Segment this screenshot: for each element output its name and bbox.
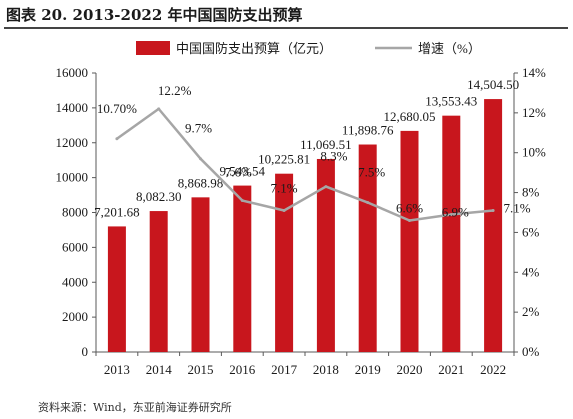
line-point bbox=[199, 157, 202, 161]
left-axis-tick-label: 0 bbox=[82, 344, 89, 359]
line-point bbox=[115, 137, 119, 141]
right-axis-tick-label: 12% bbox=[522, 105, 546, 120]
growth-rate-line bbox=[116, 107, 494, 222]
line-value-label: 6.9% bbox=[442, 204, 469, 219]
line-value-label: 7.1% bbox=[504, 201, 531, 216]
defense-budget-chart: 0 2000 4000 6000 8000 10000 12000 14000 16000 0% 2… bbox=[56, 41, 546, 377]
x-axis-tick-label: 2020 bbox=[397, 362, 423, 377]
line-value-label: 7.6% bbox=[225, 165, 252, 180]
figure-title: 图表 20. 2013-2022 年中国国防支出预算 bbox=[6, 6, 303, 24]
legend-swatch-bar bbox=[136, 41, 170, 55]
left-axis-tick-label: 8000 bbox=[62, 205, 88, 220]
right-axis-tick-label: 0% bbox=[522, 344, 540, 359]
bar-data-labels: 7,201.688,082.308,868.989,543.5410,225.8… bbox=[94, 77, 519, 219]
line-value-label: 9.7% bbox=[185, 121, 212, 136]
x-axis-tick-label: 2016 bbox=[229, 362, 256, 377]
line-value-label: 7.1% bbox=[271, 181, 298, 196]
line-series bbox=[115, 107, 495, 222]
bar-value-label: 7,201.68 bbox=[94, 204, 140, 219]
x-axis-tick-label: 2013 bbox=[104, 362, 130, 377]
bar-value-label: 8,082.30 bbox=[136, 189, 182, 204]
bar bbox=[316, 158, 335, 352]
left-axis-tick-label: 16000 bbox=[56, 65, 89, 80]
bar bbox=[191, 197, 210, 352]
x-axis-tick-label: 2021 bbox=[438, 362, 464, 377]
right-axis-tick-label: 2% bbox=[522, 304, 540, 319]
x-axis-tick-label: 2019 bbox=[355, 362, 381, 377]
bar-value-label: 13,553.43 bbox=[425, 94, 477, 109]
chart-legend: 中国国防支出预算（亿元） 增速（%） bbox=[136, 41, 481, 56]
line-point bbox=[366, 201, 370, 205]
legend-label-line: 增速（%） bbox=[418, 41, 481, 56]
line-point bbox=[449, 212, 453, 216]
left-axis-tick-label: 12000 bbox=[56, 135, 89, 150]
bar bbox=[358, 144, 377, 352]
bar bbox=[107, 226, 126, 352]
left-axis-tick-label: 6000 bbox=[62, 239, 88, 254]
line-value-label: 8.3% bbox=[320, 149, 347, 164]
left-axis-tick-label: 10000 bbox=[56, 170, 89, 185]
line-value-label: 6.6% bbox=[396, 200, 423, 215]
bar-series bbox=[107, 99, 503, 352]
bar-value-label: 10,225.81 bbox=[258, 152, 310, 167]
bar-value-label: 11,898.76 bbox=[342, 123, 394, 138]
line-data-labels: 10.70% 12.2% 9.7% 7.6% 7.1% 8.3% 7.5% 6.6% 6.9% 7… bbox=[97, 83, 531, 220]
line-value-label: 7.5% bbox=[358, 165, 385, 180]
left-axis-tick-label: 2000 bbox=[62, 309, 88, 324]
bar bbox=[149, 211, 168, 352]
right-axis-tick-label: 4% bbox=[522, 264, 540, 279]
line-value-label: 10.70% bbox=[97, 101, 137, 116]
line-point bbox=[282, 209, 286, 213]
bar-value-label: 14,504.50 bbox=[467, 77, 519, 92]
x-axis-tick-label: 2015 bbox=[188, 362, 214, 377]
x-axis-tick-label: 2017 bbox=[271, 362, 298, 377]
bar bbox=[233, 185, 252, 352]
line-point bbox=[157, 107, 161, 111]
left-axis-tick-label: 14000 bbox=[56, 100, 89, 115]
line-value-label: 12.2% bbox=[158, 83, 192, 98]
bar-value-label: 12,680.05 bbox=[384, 109, 436, 124]
right-axis-tick-label: 14% bbox=[522, 65, 546, 80]
bar bbox=[400, 130, 419, 352]
x-axis-tick-label: 2014 bbox=[146, 362, 173, 377]
right-axis-tick-label: 10% bbox=[522, 145, 546, 160]
line-point bbox=[491, 209, 495, 213]
source-note: 资料来源：Wind，东亚前海证券研究所 bbox=[38, 401, 232, 414]
right-axis-tick-label: 8% bbox=[522, 185, 540, 200]
legend-label-bar: 中国国防支出预算（亿元） bbox=[176, 41, 332, 56]
line-point bbox=[324, 185, 328, 189]
line-point bbox=[240, 199, 244, 203]
bar bbox=[484, 99, 503, 352]
bar-value-label: 8,868.98 bbox=[178, 175, 224, 190]
bar bbox=[442, 115, 461, 352]
bar bbox=[275, 173, 294, 352]
bar-value-label: 11,069.51 bbox=[300, 137, 352, 152]
x-axis-tick-label: 2022 bbox=[480, 362, 506, 377]
title-divider bbox=[4, 27, 568, 29]
line-point bbox=[408, 218, 411, 222]
right-axis-tick-label: 6% bbox=[522, 224, 540, 239]
left-axis-tick-label: 4000 bbox=[62, 274, 88, 289]
bar-value-label: 9,543.54 bbox=[220, 164, 266, 179]
x-axis-tick-label: 2018 bbox=[313, 362, 339, 377]
